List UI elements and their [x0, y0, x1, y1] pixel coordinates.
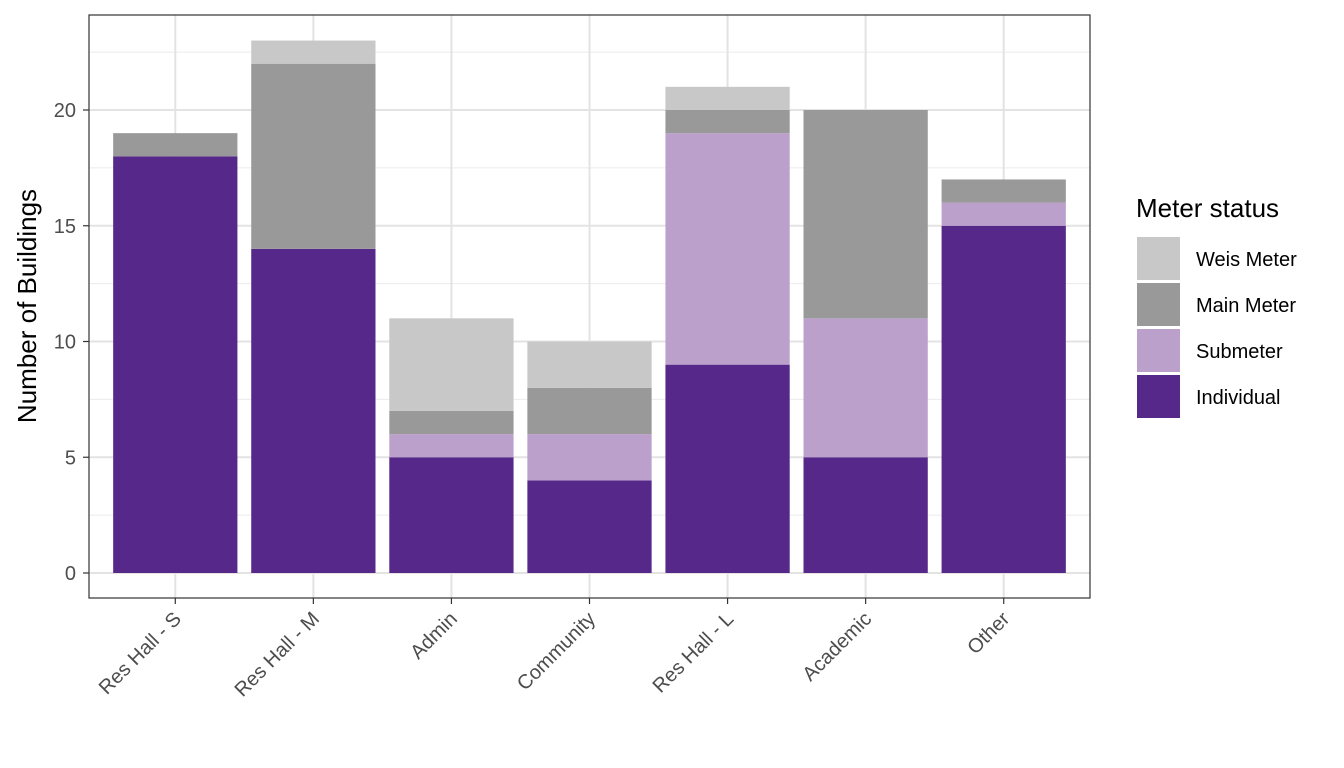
legend-label: Weis Meter — [1196, 249, 1297, 271]
x-tick-label: Admin — [406, 608, 462, 664]
bar-segment: Res Hall - L — Submeter: 10 — [665, 133, 790, 365]
bar-segment: Res Hall - L — Weis Meter: 1 — [665, 86, 790, 110]
legend-label: Individual — [1196, 387, 1281, 409]
bar-segment: Admin — Main Meter: 1 — [389, 410, 514, 435]
legend-swatch — [1137, 283, 1180, 326]
bar-segment: Academic — Submeter: 6 — [803, 318, 928, 458]
x-tick-label: Res Hall - S — [95, 608, 186, 699]
x-tick-label: Res Hall - M — [231, 608, 324, 701]
legend-label: Main Meter — [1196, 295, 1296, 317]
y-tick-label: 20 — [54, 100, 76, 122]
bar-segment: Admin — Individual: 5 — [389, 457, 514, 573]
bar-segment: Academic — Main Meter: 9 — [803, 110, 928, 319]
legend-swatch — [1137, 375, 1180, 418]
x-axis: Res Hall - S Res Hall - M Admin Community Re… — [95, 598, 1014, 701]
bar-segment: Community — Main Meter: 2 — [527, 387, 652, 435]
bar-segment: Res Hall - M — Weis Meter: 1 — [251, 40, 376, 64]
y-tick-label: 15 — [54, 216, 76, 238]
y-tick-label: 5 — [65, 447, 76, 469]
bar-segment: Res Hall - M — Main Meter: 8 — [251, 63, 376, 249]
bar-segment: Res Hall - S — Main Meter: 1 — [113, 133, 238, 157]
legend: Meter status Weis Meter Main Meter Submete… — [1136, 193, 1297, 418]
bar-segment: Community — Submeter: 2 — [527, 434, 652, 481]
bar-segment: Academic — Individual: 5 — [803, 457, 928, 573]
legend-swatch — [1137, 237, 1180, 280]
bar-segment: Res Hall - L — Main Meter: 1 — [665, 110, 790, 134]
bar-segment: Admin — Weis Meter: 4 — [389, 318, 514, 411]
legend-swatch — [1137, 329, 1180, 372]
bar-segment: Community — Individual: 4 — [527, 480, 652, 573]
y-axis: 0 5 10 15 20 — [54, 100, 89, 585]
bar-segment: Res Hall - M — Individual: 14 — [251, 248, 376, 573]
y-tick-label: 10 — [54, 332, 76, 354]
x-tick-label: Community — [513, 608, 600, 695]
bar-segment: Other — Main Meter: 1 — [941, 179, 1066, 203]
legend-label: Submeter — [1196, 341, 1283, 363]
bar-segment: Community — Weis Meter: 2 — [527, 341, 652, 388]
bar-segment: Res Hall - L — Individual: 9 — [665, 364, 790, 573]
x-tick-label: Res Hall - L — [649, 608, 738, 697]
y-tick-label: 0 — [65, 563, 76, 585]
y-axis-title: Number of Buildings — [12, 189, 42, 423]
legend-title: Meter status — [1136, 193, 1279, 223]
bar-segment: Admin — Submeter: 1 — [389, 434, 514, 458]
x-tick-label: Other — [963, 608, 1014, 659]
bar-segment: Res Hall - S — Individual: 18 — [113, 156, 238, 574]
bars: Res Hall - S — Individual: 18Res Hall - … — [113, 40, 1066, 574]
x-tick-label: Academic — [799, 608, 877, 686]
bar-segment: Other — Individual: 15 — [941, 225, 1066, 573]
bar-segment: Other — Submeter: 1 — [941, 202, 1066, 226]
